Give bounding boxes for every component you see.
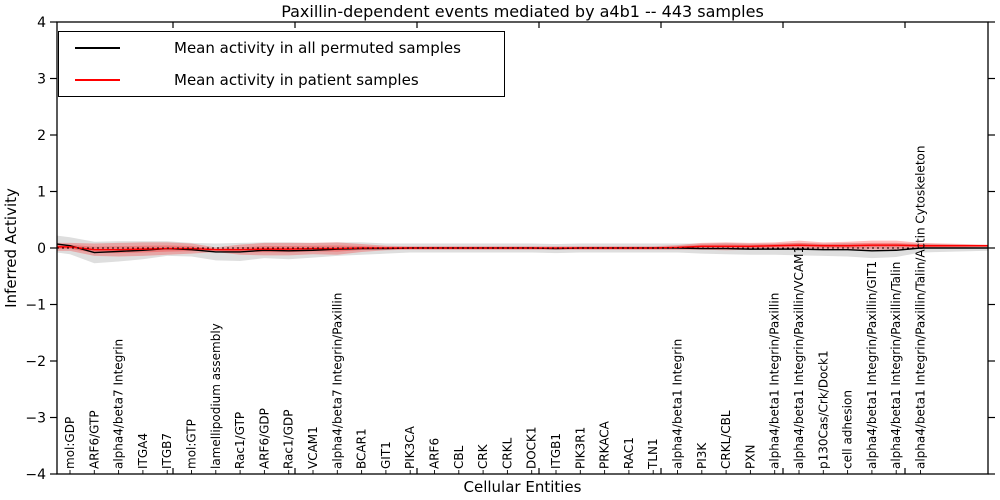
x-tick-label: Rac1/GTP	[233, 412, 247, 469]
x-tick-label: PRKACA	[598, 420, 612, 469]
y-axis-label: Inferred Activity	[2, 188, 20, 308]
legend-label: Mean activity in all permuted samples	[174, 39, 461, 58]
legend-item-permuted: Mean activity in all permuted samples	[59, 33, 504, 64]
y-tick-label: 2	[37, 128, 46, 144]
x-tick-label: alpha4/beta1 Integrin/Paxillin/VCAM1	[792, 246, 806, 469]
x-tick-label: ARF6/GTP	[87, 410, 101, 469]
x-tick-label: alpha4/beta1 Integrin/Paxillin	[768, 293, 782, 469]
x-tick-label: alpha4/beta1 Integrin	[671, 339, 685, 469]
x-tick-label: ITGB7	[160, 433, 174, 469]
permuted-line-swatch	[75, 47, 120, 50]
y-tick-label: 0	[37, 241, 46, 257]
x-tick-label: RAC1	[622, 437, 636, 469]
x-tick-label: PIK3CA	[403, 425, 417, 469]
x-tick-label: PXN	[743, 445, 757, 469]
x-tick-label: CRKL/CBL	[719, 410, 733, 469]
x-tick-label: lamellipodium assembly	[209, 323, 223, 469]
y-tick-label: 3	[37, 72, 46, 88]
x-axis-label: Cellular Entities	[463, 478, 582, 496]
y-tick-label: −4	[25, 467, 46, 483]
y-tick-label: 4	[37, 15, 46, 31]
x-tick-label: alpha4/beta1 Integrin/Paxillin/GIT1	[865, 261, 879, 469]
y-tick-label: 1	[37, 185, 46, 201]
x-tick-label: GIT1	[379, 441, 393, 469]
x-tick-label: CRK	[476, 443, 490, 469]
permuted-confidence-band	[57, 235, 988, 264]
x-tick-label: ARF6/GDP	[257, 408, 271, 469]
patient-line-swatch	[75, 78, 120, 81]
x-tick-label: ITGA4	[136, 433, 150, 469]
x-tick-label: alpha4/beta1 Integrin/Paxillin/Talin	[889, 262, 903, 469]
x-tick-label: BCAR1	[355, 428, 369, 469]
x-tick-label: PI3K	[695, 442, 709, 469]
x-tick-label: PIK3R1	[573, 427, 587, 469]
legend-item-patient: Mean activity in patient samples	[59, 64, 504, 95]
x-tick-label: CRKL	[500, 437, 514, 469]
x-tick-label: cell adhesion	[841, 390, 855, 469]
y-tick-label: −1	[25, 298, 46, 314]
x-tick-label: DOCK1	[525, 426, 539, 469]
x-tick-label: alpha4/beta7 Integrin	[112, 339, 126, 469]
x-tick-label: Rac1/GDP	[282, 410, 296, 469]
x-tick-label: p130Cas/Crk/Dock1	[816, 350, 830, 469]
x-tick-label: alpha4/beta7 Integrin/Paxillin	[330, 293, 344, 469]
x-tick-label: TLN1	[646, 438, 660, 470]
x-tick-label: CBL	[452, 445, 466, 469]
x-tick-label: ARF6	[428, 438, 442, 469]
patient-mean-line	[57, 244, 988, 251]
x-tick-label: alpha4/beta1 Integrin/Paxillin/Talin/Act…	[914, 146, 928, 469]
y-tick-label: −2	[25, 354, 46, 370]
legend: Mean activity in all permuted samples Me…	[58, 31, 505, 97]
x-tick-label: ITGB1	[549, 433, 563, 469]
x-tick-label: mol:GTP	[185, 419, 199, 469]
chart-title: Paxillin-dependent events mediated by a4…	[281, 2, 764, 21]
legend-label: Mean activity in patient samples	[174, 70, 419, 89]
x-tick-label: VCAM1	[306, 426, 320, 469]
x-tick-label: mol:GDP	[63, 417, 77, 469]
y-tick-label: −3	[25, 411, 46, 427]
